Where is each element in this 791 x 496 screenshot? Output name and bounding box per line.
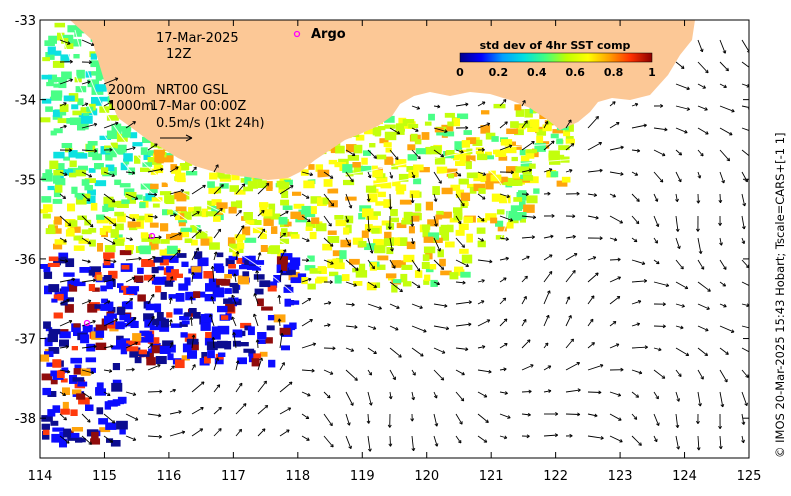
- colorbar: [460, 53, 652, 62]
- x-tick-label: 125: [737, 469, 762, 484]
- product-label: NRT00 GSL: [156, 83, 229, 98]
- credit-text: © IMOS 20-Mar-2025 15:43 Hobart; Tscale=…: [773, 132, 787, 458]
- colorbar-tick-label: 0: [456, 66, 464, 79]
- x-tick-label: 115: [92, 469, 117, 484]
- x-tick-label: 122: [543, 469, 568, 484]
- y-tick-label: -36: [15, 253, 36, 268]
- colorbar-tick-label: 0.2: [489, 66, 509, 79]
- colorbar-tick-label: 1: [648, 66, 656, 79]
- y-tick-label: -33: [15, 14, 36, 29]
- date-label: 17-Mar-2025: [156, 31, 239, 46]
- x-tick-label: 121: [479, 469, 504, 484]
- depth-label-200: 200m: [108, 83, 145, 98]
- x-tick-label: 123: [608, 469, 633, 484]
- x-tick-label: 118: [285, 469, 310, 484]
- x-tick-label: 117: [221, 469, 246, 484]
- depth-label-1000: 1000m: [108, 99, 154, 114]
- colorbar-tick-label: 0.4: [527, 66, 547, 79]
- credit-strip: © IMOS 20-Mar-2025 15:43 Hobart; Tscale=…: [769, 0, 791, 492]
- y-tick-label: -38: [15, 412, 36, 427]
- scale-label: 0.5m/s (1kt 24h): [156, 116, 265, 131]
- y-tick-label: -35: [15, 173, 36, 188]
- y-tick-label: -34: [15, 94, 36, 109]
- y-tick-label: -37: [15, 333, 36, 348]
- x-tick-label: 124: [672, 469, 697, 484]
- x-tick-label: 119: [350, 469, 375, 484]
- colorbar-tick-label: 0.6: [565, 66, 585, 79]
- x-tick-label: 120: [414, 469, 439, 484]
- product-time-label: 17-Mar 00:00Z: [150, 99, 246, 114]
- x-tick-label: 114: [28, 469, 53, 484]
- x-tick-label: 116: [156, 469, 181, 484]
- colorbar-title: std dev of 4hr SST comp: [480, 39, 631, 52]
- argo-label: Argo: [311, 27, 346, 42]
- time-label: 12Z: [166, 47, 192, 62]
- colorbar-tick-label: 0.8: [604, 66, 624, 79]
